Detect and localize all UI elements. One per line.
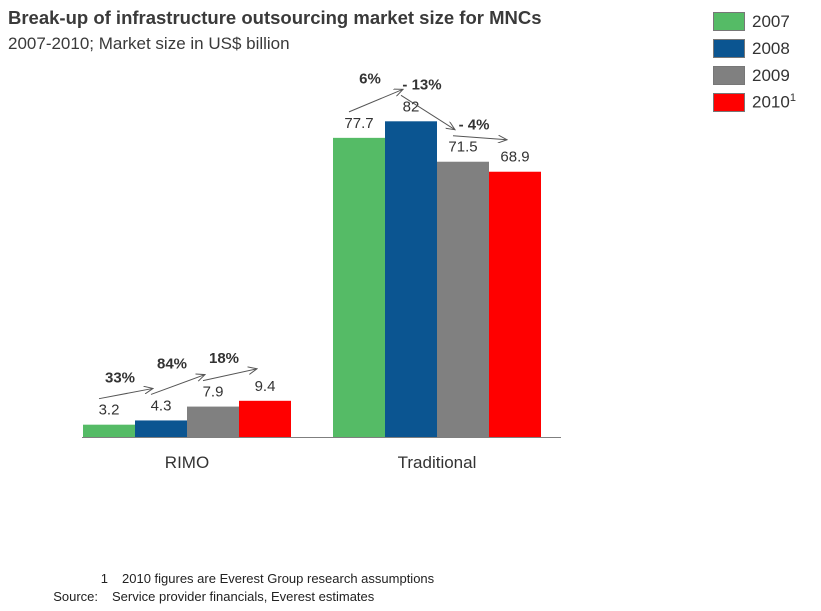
data-label-traditional-2007: 77.7 (344, 115, 373, 132)
bar-rimo-2007 (83, 424, 135, 437)
legend-label-2010-text: 2010 (752, 92, 790, 112)
growth-arrow-rimo-2 (150, 375, 205, 395)
data-label-traditional-2009: 71.5 (448, 139, 477, 156)
growth-label-rimo-2: 84% (157, 356, 187, 373)
growth-label-rimo-1: 33% (105, 369, 135, 386)
legend-label-2009: 2009 (752, 65, 790, 85)
bar-traditional-2009 (437, 161, 489, 437)
growth-label-traditional-1: 6% (359, 70, 381, 87)
footnote-1-key: 1 (100, 571, 108, 586)
growth-arrow-traditional-3 (452, 136, 507, 140)
growth-label-traditional-2: - 13% (402, 76, 441, 93)
bar-traditional-2008 (385, 121, 437, 438)
legend-footnote-marker: 1 (789, 92, 796, 105)
bar-rimo-2010 (239, 400, 291, 437)
growth-arrow-rimo-1 (98, 388, 153, 400)
legend-swatch-2009 (713, 66, 745, 85)
bar-traditional-2007 (333, 137, 385, 438)
data-label-rimo-2009: 7.9 (203, 384, 224, 401)
legend-item-2008: 2008 (713, 35, 796, 62)
footnote-1: 1 2010 figures are Everest Group research… (0, 571, 434, 586)
bar-rimo-2009 (187, 406, 239, 437)
category-label-rimo: RIMO (165, 453, 209, 472)
growth-label-rimo-3: 18% (209, 350, 239, 367)
legend-swatch-2007 (713, 12, 745, 31)
legend-swatch-2010 (713, 93, 745, 112)
data-label-rimo-2008: 4.3 (151, 397, 172, 414)
legend-label-2008: 2008 (752, 38, 790, 58)
data-label-rimo-2010: 9.4 (255, 378, 276, 395)
legend-label-2010: 20101 (752, 92, 796, 113)
footnote-source-text: Service provider financials, Everest est… (112, 589, 375, 604)
footnote-source-key: Source: (53, 589, 98, 604)
chart-title: Break-up of infrastructure outsourcing m… (8, 7, 542, 28)
growth-arrow-traditional-2 (400, 94, 455, 129)
legend-item-2010: 20101 (713, 89, 796, 116)
growth-arrow-rimo-3 (202, 369, 257, 382)
category-label-traditional: Traditional (398, 453, 477, 472)
growth-arrow-traditional-1 (348, 89, 403, 113)
data-label-rimo-2007: 3.2 (99, 402, 120, 419)
data-label-traditional-2008: 82 (403, 98, 420, 115)
bar-traditional-2010 (489, 171, 541, 438)
chart-subtitle: 2007-2010; Market size in US$ billion (8, 34, 290, 53)
legend-item-2007: 2007 (713, 8, 796, 35)
footnote-1-text: 2010 figures are Everest Group research … (122, 571, 435, 586)
footnote-source: Source: Service provider financials, Ever… (0, 589, 374, 604)
legend: 2007 2008 2009 20101 (713, 8, 796, 116)
legend-item-2009: 2009 (713, 62, 796, 89)
data-label-traditional-2010: 68.9 (500, 149, 529, 166)
legend-label-2007: 2007 (752, 11, 790, 31)
legend-swatch-2008 (713, 39, 745, 58)
growth-label-traditional-3: - 4% (459, 117, 490, 134)
bar-rimo-2008 (135, 420, 187, 437)
